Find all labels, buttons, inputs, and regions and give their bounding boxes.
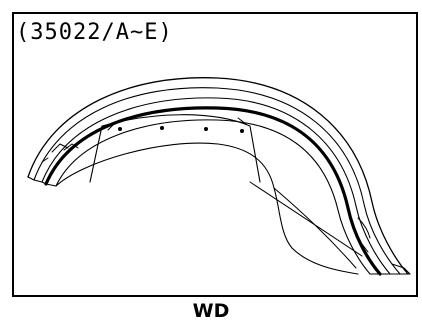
bolt-hole [240,129,244,133]
diagram-frame [12,12,418,297]
part-code-label: (35022/A~E) [16,20,173,45]
mounting-bracket [101,114,261,183]
fender-drawing [27,77,411,276]
bolt-hole [160,126,164,130]
fender-outer-edge [27,77,409,275]
fender-inner-panel [55,142,359,275]
fender-rim-line [41,97,391,275]
diagram-caption: WD [192,300,230,322]
fender-outer-edge-inner [33,87,401,275]
bolt-hole [118,127,122,131]
fender-inner-edge [55,119,371,275]
bolt-hole [204,127,208,131]
fender-bead [44,106,382,276]
fender-rear-tip [369,263,411,275]
fender-front-end [27,176,57,187]
